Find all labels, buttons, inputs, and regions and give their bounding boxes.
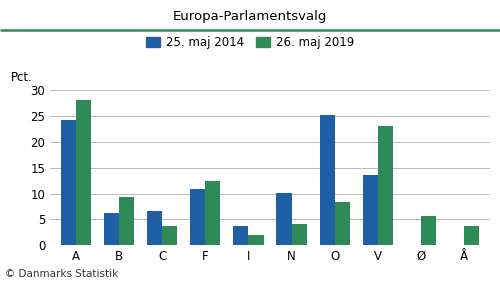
Bar: [76, 100, 91, 245]
Bar: [320, 114, 334, 245]
Bar: [104, 213, 119, 245]
Bar: [234, 226, 248, 245]
Text: Europa-Parlamentsvalg: Europa-Parlamentsvalg: [173, 10, 327, 23]
Bar: [61, 120, 76, 245]
Text: © Danmarks Statistik: © Danmarks Statistik: [5, 269, 118, 279]
Bar: [292, 224, 306, 245]
Bar: [464, 226, 479, 245]
Bar: [119, 197, 134, 245]
Text: Pct.: Pct.: [10, 71, 32, 84]
Bar: [248, 235, 264, 245]
Bar: [276, 193, 291, 245]
Legend: 25. maj 2014, 26. maj 2019: 25. maj 2014, 26. maj 2019: [146, 36, 354, 49]
Bar: [334, 202, 350, 245]
Bar: [421, 216, 436, 245]
Bar: [190, 189, 206, 245]
Bar: [378, 126, 393, 245]
Bar: [362, 175, 378, 245]
Bar: [206, 181, 220, 245]
Bar: [162, 226, 178, 245]
Bar: [147, 211, 162, 245]
